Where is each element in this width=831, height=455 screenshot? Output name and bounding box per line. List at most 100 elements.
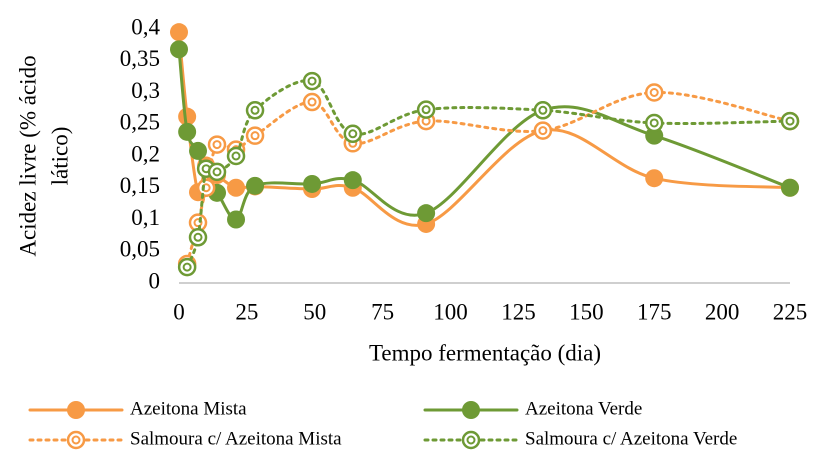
- marker-core: [250, 105, 260, 115]
- marker: [343, 171, 362, 190]
- marker: [245, 126, 265, 145]
- marker-core: [307, 97, 317, 107]
- marker: [303, 174, 322, 193]
- y-tick-label: 0: [149, 268, 161, 293]
- x-axis-title: Tempo fermentação (dia): [369, 340, 601, 365]
- marker-ring: [226, 146, 246, 166]
- marker-core: [193, 232, 203, 242]
- marker-ring: [461, 430, 481, 450]
- marker-ring: [533, 101, 553, 120]
- marker: [227, 210, 246, 229]
- marker-ring: [644, 83, 664, 102]
- marker-core: [348, 129, 358, 139]
- marker: [188, 213, 208, 232]
- marker-ring: [644, 113, 664, 133]
- legend-label: Salmoura c/ Azeitona Mista: [130, 428, 342, 449]
- y-axis-title: Acidez livre (% ácido lático): [15, 55, 72, 256]
- marker: [462, 401, 480, 419]
- marker: [245, 101, 265, 120]
- marker: [302, 71, 322, 91]
- marker: [302, 92, 322, 112]
- marker-ring: [780, 111, 800, 131]
- marker: [177, 257, 197, 277]
- legend-item: Salmoura c/ Azeitona Mista: [28, 428, 342, 450]
- marker: [170, 23, 188, 42]
- legend-label: Azeitona Verde: [525, 398, 642, 419]
- y-axis-title-line: lático): [47, 127, 72, 186]
- y-tick-label: 0,4: [131, 14, 160, 39]
- marker: [781, 178, 799, 197]
- marker-ring: [302, 71, 322, 91]
- x-tick-label: 225: [773, 299, 808, 324]
- marker-core: [212, 140, 222, 150]
- series-line: [185, 90, 792, 266]
- series-line: [185, 79, 792, 269]
- x-tick-label: 175: [637, 299, 672, 324]
- marker-core: [421, 105, 431, 115]
- marker: [196, 178, 216, 197]
- marker: [780, 111, 800, 131]
- marker-core: [466, 435, 476, 445]
- y-tick-label: 0,25: [120, 110, 160, 135]
- marker-ring: [245, 101, 265, 120]
- marker-ring: [207, 135, 227, 154]
- series-line: [177, 47, 792, 221]
- marker: [227, 178, 246, 197]
- marker-core: [785, 116, 795, 126]
- y-tick-label: 0,3: [131, 78, 160, 103]
- marker-ring: [416, 100, 436, 119]
- marker-core: [193, 218, 203, 228]
- legend-item: Azeitona Mista: [28, 398, 247, 419]
- legend-label: Azeitona Mista: [130, 398, 247, 419]
- marker: [417, 204, 436, 223]
- marker-ring: [188, 228, 208, 247]
- marker-ring: [533, 121, 553, 140]
- marker-core: [307, 76, 317, 86]
- x-tick-label: 50: [303, 299, 326, 324]
- marker-core: [182, 262, 192, 272]
- marker-core: [538, 126, 548, 136]
- y-tick-label: 0,35: [120, 46, 160, 71]
- x-tick-label: 0: [173, 299, 185, 324]
- y-tick-label: 0,2: [131, 141, 160, 166]
- marker: [645, 126, 664, 145]
- y-tick-label: 0,1: [131, 205, 160, 230]
- marker-core: [649, 88, 659, 97]
- marker: [533, 101, 553, 120]
- marker-core: [250, 131, 260, 141]
- series-line: [177, 30, 792, 227]
- marker-ring: [196, 178, 216, 197]
- y-tick-label: 0,05: [120, 237, 160, 262]
- marker: [533, 121, 553, 140]
- legend-label: Salmoura c/ Azeitona Verde: [525, 428, 737, 449]
- marker: [178, 107, 197, 126]
- marker: [189, 141, 208, 160]
- marker-ring: [207, 162, 227, 182]
- marker: [207, 162, 227, 182]
- y-tick-label: 0,15: [120, 173, 160, 198]
- marker: [188, 228, 208, 247]
- marker: [343, 124, 363, 144]
- marker: [416, 100, 436, 119]
- marker-ring: [343, 124, 363, 144]
- marker: [226, 146, 246, 166]
- marker: [644, 83, 664, 102]
- x-tick-label: 75: [371, 299, 394, 324]
- y-axis-title-line: Acidez livre (% ácido: [15, 55, 40, 256]
- marker-core: [71, 435, 81, 445]
- marker-core: [212, 167, 222, 177]
- legend-item: Salmoura c/ Azeitona Verde: [423, 428, 737, 450]
- marker: [461, 430, 481, 450]
- x-tick-label: 100: [433, 299, 468, 324]
- marker-ring: [177, 257, 197, 277]
- marker: [67, 401, 85, 419]
- marker: [178, 122, 197, 141]
- marker: [644, 113, 664, 133]
- x-tick-label: 200: [705, 299, 740, 324]
- marker-ring: [66, 430, 86, 450]
- x-tick-label: 150: [569, 299, 604, 324]
- marker: [246, 176, 265, 195]
- x-tick-label: 25: [235, 299, 258, 324]
- marker: [170, 40, 188, 59]
